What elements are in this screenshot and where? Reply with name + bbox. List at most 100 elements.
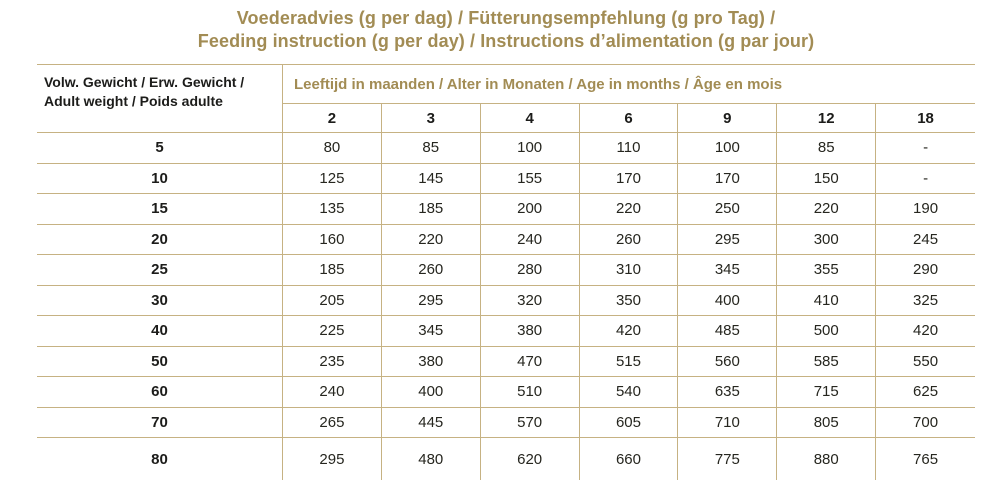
feeding-value-cell: 320 — [480, 285, 580, 316]
feeding-value-cell: 550 — [876, 347, 975, 377]
feeding-value-cell: 500 — [777, 316, 877, 347]
feeding-value-cell: 295 — [381, 285, 481, 316]
feeding-value-cell: 715 — [777, 377, 877, 408]
feeding-value-cell: 635 — [678, 377, 778, 408]
feeding-value-cell: 325 — [876, 286, 975, 316]
feeding-value-cell: 345 — [678, 255, 778, 286]
feeding-value-cell: 225 — [283, 316, 382, 347]
weight-cell: 80 — [37, 438, 283, 480]
feeding-value-cell: 420 — [876, 316, 975, 347]
feeding-value-cell: 110 — [579, 133, 679, 164]
feeding-value-cell: 170 — [579, 163, 679, 194]
feeding-value-cell: 190 — [876, 194, 975, 225]
age-column-header: 4 — [480, 104, 580, 133]
feeding-value-cell: 445 — [381, 407, 481, 438]
title-line-1: Voederadvies (g per dag) / Fütterungsemp… — [236, 8, 776, 28]
weight-cell: 60 — [37, 377, 283, 408]
weight-cell: 15 — [37, 194, 283, 225]
feeding-value-cell: 185 — [381, 194, 481, 225]
feeding-value-cell: 605 — [579, 407, 679, 438]
feeding-value-cell: 880 — [777, 438, 877, 480]
feeding-value-cell: 265 — [283, 407, 382, 438]
feeding-value-cell: 220 — [777, 194, 877, 225]
feeding-value-cell: 240 — [480, 224, 580, 255]
age-column-header: 9 — [678, 104, 778, 133]
feeding-value-cell: 805 — [777, 407, 877, 438]
age-column-header: 6 — [579, 104, 679, 133]
feeding-value-cell: 240 — [283, 377, 382, 408]
feeding-value-cell: 660 — [580, 438, 679, 480]
feeding-value-cell: - — [876, 133, 975, 164]
feeding-value-cell: 485 — [678, 316, 778, 347]
feeding-value-cell: 245 — [876, 225, 975, 255]
feeding-value-cell: 470 — [480, 346, 580, 377]
feeding-value-cell: 125 — [283, 163, 382, 194]
weight-cell: 30 — [37, 285, 283, 316]
feeding-value-cell: 350 — [579, 285, 679, 316]
feeding-value-cell: 155 — [480, 163, 580, 194]
feeding-value-cell: 510 — [480, 377, 580, 408]
weight-header-line-2: Adult weight / Poids adulte — [44, 93, 223, 109]
feeding-value-cell: 585 — [777, 346, 877, 377]
feeding-value-cell: 420 — [579, 316, 679, 347]
feeding-value-cell: 570 — [480, 407, 580, 438]
feeding-value-cell: 540 — [579, 377, 679, 408]
weight-cell: 25 — [37, 255, 283, 286]
feeding-value-cell: 150 — [777, 163, 877, 194]
feeding-value-cell: 170 — [678, 163, 778, 194]
feeding-value-cell: 260 — [579, 224, 679, 255]
feeding-value-cell: 560 — [678, 346, 778, 377]
feeding-value-cell: 345 — [381, 316, 481, 347]
feeding-value-cell: 145 — [381, 163, 481, 194]
feeding-value-cell: 700 — [876, 408, 975, 438]
age-column-header: 12 — [777, 104, 877, 133]
feeding-value-cell: 185 — [283, 255, 382, 286]
feeding-value-cell: 220 — [381, 224, 481, 255]
feeding-value-cell: 160 — [283, 224, 382, 255]
feeding-value-cell: 295 — [678, 224, 778, 255]
feeding-value-cell: 710 — [678, 407, 778, 438]
feeding-value-cell: 290 — [876, 255, 975, 286]
age-header-cell: Leeftijd in maanden / Alter in Monaten /… — [283, 65, 975, 104]
feeding-value-cell: 200 — [480, 194, 580, 225]
feeding-value-cell: 100 — [480, 133, 580, 164]
feeding-value-cell: - — [876, 164, 975, 194]
feeding-value-cell: 380 — [381, 346, 481, 377]
page-title: Voederadvies (g per dag) / Fütterungsemp… — [37, 7, 975, 53]
age-column-header: 2 — [283, 104, 382, 133]
feeding-value-cell: 775 — [678, 438, 778, 480]
feeding-value-cell: 355 — [777, 255, 877, 286]
weight-header-cell: Volw. Gewicht / Erw. Gewicht / Adult wei… — [37, 65, 283, 133]
feeding-value-cell: 100 — [678, 133, 778, 164]
feeding-value-cell: 515 — [579, 346, 679, 377]
feeding-value-cell: 410 — [777, 285, 877, 316]
feeding-value-cell: 80 — [283, 133, 382, 164]
feeding-value-cell: 310 — [579, 255, 679, 286]
feeding-value-cell: 380 — [480, 316, 580, 347]
weight-header-line-1: Volw. Gewicht / Erw. Gewicht / — [44, 74, 245, 90]
weight-cell: 10 — [37, 163, 283, 194]
feeding-value-cell: 480 — [382, 438, 481, 480]
weight-cell: 50 — [37, 346, 283, 377]
feeding-value-cell: 620 — [481, 438, 580, 480]
feeding-value-cell: 300 — [777, 224, 877, 255]
feeding-value-cell: 400 — [381, 377, 481, 408]
feeding-value-cell: 295 — [283, 438, 382, 480]
feeding-value-cell: 85 — [381, 133, 481, 164]
feeding-table: Volw. Gewicht / Erw. Gewicht / Adult wei… — [37, 64, 975, 480]
feeding-value-cell: 235 — [283, 346, 382, 377]
feeding-value-cell: 135 — [283, 194, 382, 225]
feeding-value-cell: 625 — [876, 377, 975, 408]
age-column-header: 3 — [381, 104, 481, 133]
age-column-header: 18 — [876, 104, 975, 133]
weight-cell: 20 — [37, 224, 283, 255]
feeding-value-cell: 280 — [480, 255, 580, 286]
feeding-value-cell: 765 — [913, 450, 939, 468]
weight-cell: 40 — [37, 316, 283, 347]
weight-cell: 5 — [37, 133, 283, 164]
feeding-value-cell: 400 — [678, 285, 778, 316]
feeding-value-cell: 205 — [283, 285, 382, 316]
feeding-value-cell: 260 — [381, 255, 481, 286]
age-header-label: Leeftijd in maanden / Alter in Monaten /… — [294, 75, 783, 93]
feeding-value-cell: 85 — [777, 133, 877, 164]
